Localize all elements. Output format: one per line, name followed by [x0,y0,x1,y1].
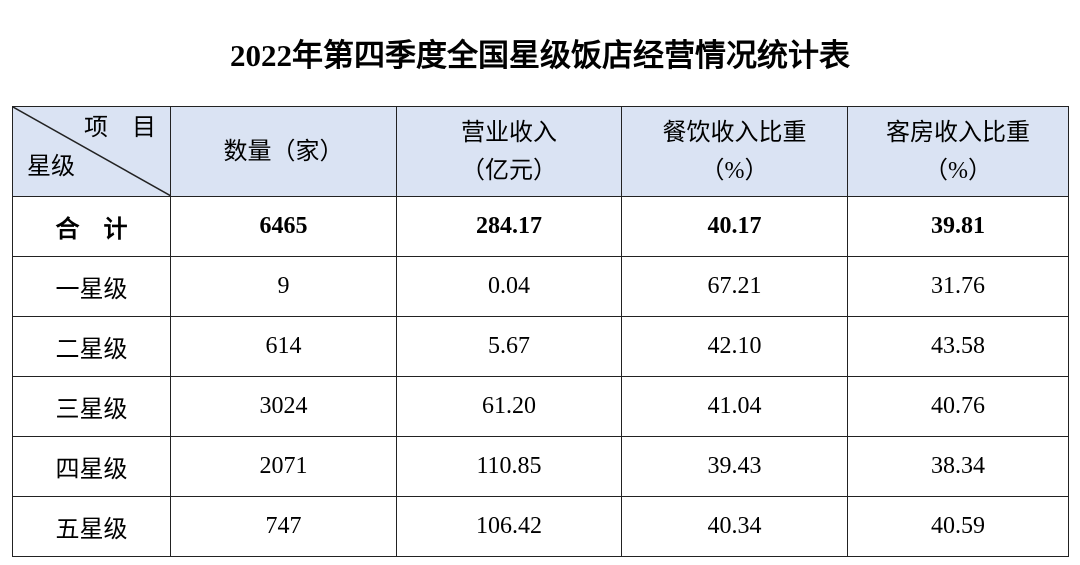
row-label: 合 计 [12,196,171,257]
cell: 5.67 [396,316,622,377]
cell: 110.85 [396,436,622,497]
cell: 38.34 [847,436,1069,497]
header-line: 餐饮收入比重 [662,119,807,146]
cell: 40.17 [621,196,848,257]
row-label: 四星级 [12,436,171,497]
cell: 747 [170,496,397,557]
cell: 67.21 [621,256,848,317]
data-row: 二星级 614 5.67 42.10 43.58 [12,316,1069,377]
row-label: 一星级 [12,256,171,317]
row-label: 二星级 [12,316,171,377]
total-row: 合 计 6465 284.17 40.17 39.81 [12,196,1069,257]
cell: 39.43 [621,436,848,497]
table-body: 合 计 6465 284.17 40.17 39.81 一星级 9 0.04 67.21 31.7… [12,196,1069,557]
corner-top: 项 目 [84,115,156,141]
header-line: 营业收入 [461,119,557,146]
diagonal [13,107,171,196]
row-label: 三星级 [12,376,171,437]
header-line: （亿元） [461,157,557,184]
cell: 614 [170,316,397,377]
header-line: 数量（家） [223,138,344,165]
cell: 40.59 [847,496,1069,557]
header-cell: 营业收入 （亿元） [396,106,622,197]
cell: 0.04 [396,256,622,317]
header-line: （%） [924,157,992,184]
corner-bottom: 星级 [27,154,75,180]
header-cell: 餐饮收入比重 （%） [621,106,848,197]
data-row: 三星级 3024 61.20 41.04 40.76 [12,376,1069,437]
cell: 40.34 [621,496,848,557]
row-label: 五星级 [12,496,171,557]
cell: 284.17 [396,196,622,257]
header-line: 客房收入比重 [886,119,1030,146]
table: 项 目 星级 数量（家） 营业收入 （亿元） 餐饮收入比重 （%） 客房收入比重 （%） 合… [12,106,1069,557]
cell: 6465 [170,196,397,257]
cell: 39.81 [847,196,1069,257]
cell: 31.76 [847,256,1069,317]
cell: 43.58 [847,316,1069,377]
corner-cell: 项 目 星级 [12,106,171,197]
header-line: （%） [700,157,769,184]
header-row: 项 目 星级 数量（家） 营业收入 （亿元） 餐饮收入比重 （%） 客房收入比重 （%） [12,106,1069,197]
table-header: 项 目 星级 数量（家） 营业收入 （亿元） 餐饮收入比重 （%） 客房收入比重 （%） [12,106,1069,197]
cell: 61.20 [396,376,622,437]
data-row: 一星级 9 0.04 67.21 31.76 [12,256,1069,317]
cell: 3024 [170,376,397,437]
header-cell: 客房收入比重 （%） [847,106,1069,197]
cell: 42.10 [621,316,848,377]
cell: 41.04 [621,376,848,437]
header-cell: 数量（家） [170,106,397,197]
cell: 2071 [170,436,397,497]
data-row: 五星级 747 106.42 40.34 40.59 [12,496,1069,557]
data-row: 四星级 2071 110.85 39.43 38.34 [12,436,1069,497]
cell: 40.76 [847,376,1069,437]
title: 2022年第四季度全国星级饭店经营情况统计表 [230,38,850,73]
cell: 9 [170,256,397,317]
cell: 106.42 [396,496,622,557]
